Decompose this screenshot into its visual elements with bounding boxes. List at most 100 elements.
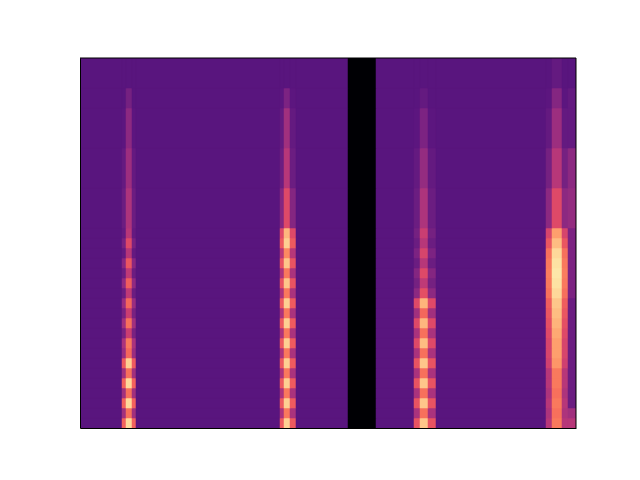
heatmap-cell [280, 58, 284, 88]
heatmap-cell [420, 368, 428, 378]
heatmap-cell [348, 298, 376, 308]
heatmap-cell [80, 238, 122, 248]
heatmap-cell [420, 398, 428, 408]
heatmap-cell [280, 388, 284, 398]
heatmap-cell [428, 188, 436, 228]
heatmap-cell [552, 288, 562, 298]
heatmap-cell [376, 188, 414, 228]
heatmap-cell [132, 148, 136, 188]
heatmap-cell [546, 298, 552, 308]
heatmap-cell [280, 358, 284, 368]
heatmap-cell [436, 108, 546, 148]
heatmap-cell [290, 318, 296, 328]
heatmap-cell [296, 88, 348, 108]
heatmap-cell [552, 278, 562, 288]
heatmap-cell [296, 308, 348, 318]
heatmap-cell [122, 298, 126, 308]
heatmap-cell [126, 308, 132, 318]
heatmap-cell [546, 418, 552, 428]
heatmap-cell [552, 88, 562, 108]
heatmap-cell [420, 238, 428, 248]
heatmap-cell [280, 348, 284, 358]
heatmap-cell [562, 238, 568, 248]
heatmap-cell [562, 328, 568, 338]
heatmap-cell [132, 398, 136, 408]
heatmap-cell [136, 278, 280, 288]
heatmap-cell [284, 318, 290, 328]
heatmap-cell [348, 108, 376, 148]
heatmap-cell [562, 408, 568, 418]
heatmap-cell [136, 378, 280, 388]
heatmap-cell [436, 318, 546, 328]
heatmap-cell [552, 338, 562, 348]
heatmap-cell [376, 348, 414, 358]
heatmap-cell [284, 298, 290, 308]
heatmap-cell [136, 328, 280, 338]
heatmap-cell [126, 238, 132, 248]
heatmap-cell [436, 238, 546, 248]
heatmap-cell [296, 148, 348, 188]
heatmap-cell [280, 338, 284, 348]
heatmap-cell [552, 148, 562, 188]
heatmap-cell [290, 338, 296, 348]
heatmap-cell [290, 108, 296, 148]
heatmap-cell [562, 388, 568, 398]
heatmap-cell [284, 348, 290, 358]
heatmap-cell [376, 378, 414, 388]
heatmap-cell [80, 298, 122, 308]
heatmap-cell [280, 288, 284, 298]
heatmap-cell [552, 328, 562, 338]
heatmap-cell [296, 338, 348, 348]
heatmap-cell [376, 358, 414, 368]
heatmap-cell [568, 298, 576, 308]
heatmap-cell [414, 268, 420, 278]
heatmap-cell [296, 298, 348, 308]
heatmap-cell [420, 288, 428, 298]
heatmap-cell [132, 378, 136, 388]
heatmap-cell [290, 278, 296, 288]
heatmap-cell [436, 408, 546, 418]
heatmap-cell [126, 318, 132, 328]
heatmap-cell [348, 348, 376, 358]
heatmap-cell [122, 348, 126, 358]
heatmap-cell [568, 358, 576, 368]
heatmap-cell [348, 188, 376, 228]
heatmap-cell [562, 108, 568, 148]
heatmap-cell [436, 148, 546, 188]
heatmap-cell [284, 328, 290, 338]
heatmap-cell [284, 258, 290, 268]
heatmap-cell [428, 248, 436, 258]
heatmap-cell [280, 278, 284, 288]
heatmap-cell [436, 368, 546, 378]
heatmap-cell [376, 88, 414, 108]
heatmap-cell [428, 298, 436, 308]
heatmap-cell [136, 308, 280, 318]
heatmap-cell [290, 188, 296, 228]
heatmap-cell [420, 248, 428, 258]
heatmap-cell [290, 348, 296, 358]
heatmap-cell [436, 328, 546, 338]
heatmap-cell [348, 328, 376, 338]
heatmap-cell [568, 228, 576, 238]
heatmap-cell [428, 258, 436, 268]
heatmap-cell [428, 388, 436, 398]
heatmap-cell [562, 298, 568, 308]
heatmap-cell [280, 298, 284, 308]
heatmap-cell [80, 308, 122, 318]
heatmap-cell [290, 328, 296, 338]
heatmap-cell [296, 388, 348, 398]
heatmap-cell [80, 338, 122, 348]
heatmap-cell [122, 318, 126, 328]
heatmap-cell [552, 298, 562, 308]
heatmap-cell [414, 348, 420, 358]
heatmap-cell [376, 318, 414, 328]
heatmap-cell [80, 248, 122, 258]
heatmap-cell [414, 248, 420, 258]
heatmap-cell [290, 228, 296, 238]
heatmap-cell [552, 378, 562, 388]
heatmap-cell [348, 228, 376, 238]
heatmap-cell [546, 288, 552, 298]
heatmap-cell [546, 368, 552, 378]
heatmap-cell [296, 258, 348, 268]
heatmap-cell [420, 228, 428, 238]
